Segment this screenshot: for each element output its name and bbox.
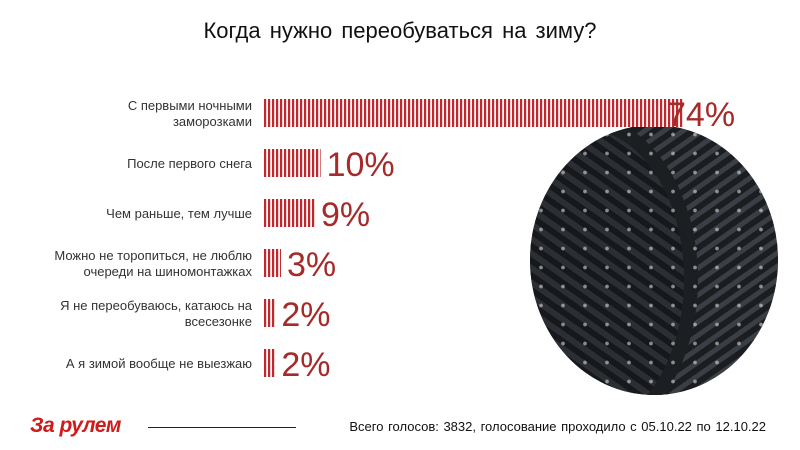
- category-label-4: Я не переобуваюсь, катаюсь на всесезонке: [60, 298, 253, 329]
- bar-3: [264, 249, 281, 277]
- footer-note: Всего голосов: 3832, голосование проходи…: [349, 419, 766, 434]
- value-label-4: 2%: [281, 296, 330, 334]
- category-label-5: А я зимой вообще не выезжаю: [66, 356, 252, 371]
- category-label-0: С первыми ночными заморозками: [128, 98, 252, 129]
- category-label-1: После первого снега: [127, 156, 253, 171]
- value-label-1: 10%: [327, 146, 395, 184]
- chart-title: Когда нужно переобуваться на зиму?: [203, 18, 597, 43]
- value-label-3: 3%: [287, 246, 336, 284]
- footer-divider: [148, 427, 296, 428]
- bar-2: [264, 199, 315, 227]
- value-label-5: 2%: [281, 346, 330, 384]
- category-label-2: Чем раньше, тем лучше: [106, 206, 252, 221]
- winter-tire-photo: [530, 125, 778, 395]
- bar-0: [264, 99, 683, 127]
- value-label-0: 74%: [667, 96, 735, 134]
- za-rulem-logo: За рулем: [30, 414, 121, 437]
- bar-1: [264, 149, 321, 177]
- value-label-2: 9%: [321, 196, 370, 234]
- bar-5: [264, 349, 276, 377]
- bar-4: [264, 299, 276, 327]
- category-label-3: Можно не торопиться, не люблю очереди на …: [54, 248, 252, 279]
